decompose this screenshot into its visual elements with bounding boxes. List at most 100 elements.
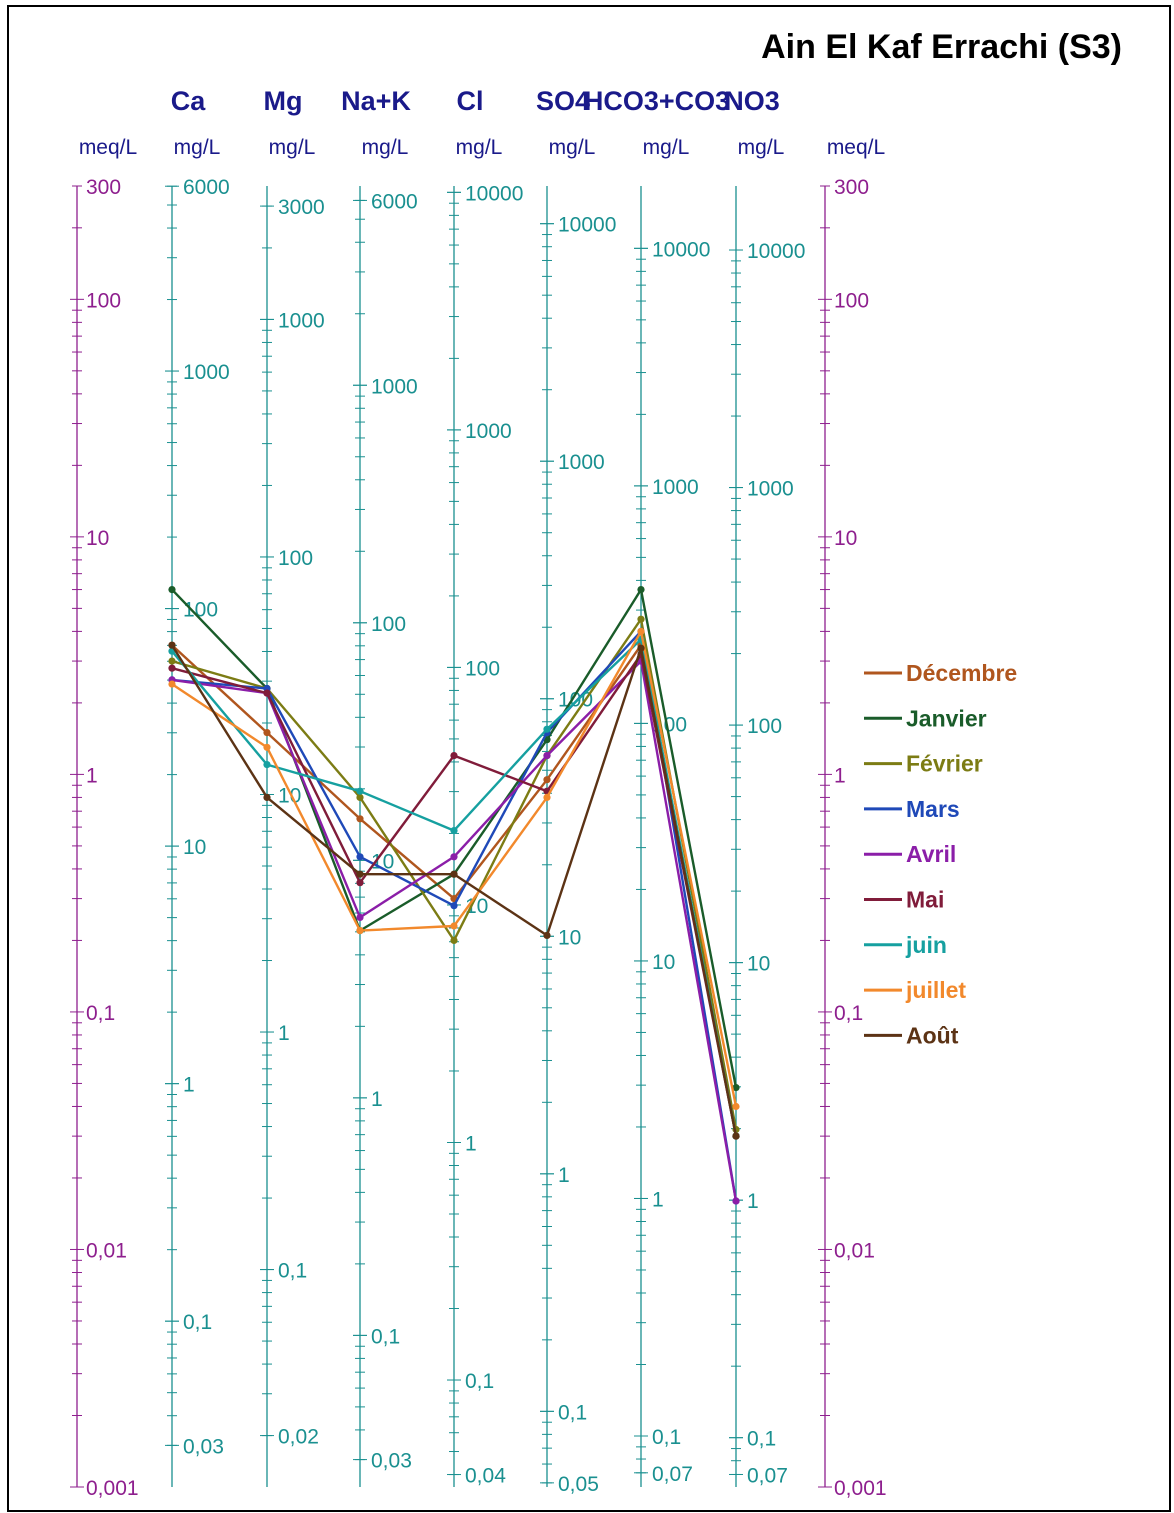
axis-tick-label: 0,1 — [183, 1311, 212, 1334]
axis-tick-label: 0,01 — [834, 1239, 875, 1262]
axis-tick-label: 10000 — [652, 238, 710, 261]
legend-label: Avril — [906, 841, 956, 867]
axis-tick-label: 300 — [86, 176, 121, 199]
ion-name-label: Na+K — [341, 86, 411, 116]
axis-tick-label: 100 — [465, 657, 500, 680]
meq-axis-right: meq/L 300 100 10 1 0,1 0,01 0,001 — [818, 136, 887, 1500]
series-juillet — [168, 627, 740, 1111]
data-point — [263, 729, 271, 737]
legend-label: juin — [905, 932, 947, 958]
axis-tick-label: 1000 — [183, 361, 230, 384]
axes-layer: meq/L 300 100 10 1 0,1 0,01 0,001 meq/L 300 100 10 1… — [70, 86, 887, 1500]
data-point — [543, 793, 551, 802]
axis-tick-label: 1 — [371, 1088, 383, 1111]
data-point — [732, 1084, 740, 1092]
data-point — [356, 913, 364, 922]
ion-axis-no3: NO3 mg/L 10000 1000 100 10 1 0,1 0,07 — [724, 86, 805, 1487]
axis-tick-label: 100 — [834, 289, 869, 312]
data-point — [356, 853, 364, 861]
axis-unit-label: mg/L — [549, 136, 596, 159]
data-point — [450, 752, 458, 760]
axis-unit-label: meq/L — [79, 136, 137, 159]
axis-tick-label: 0,04 — [465, 1465, 506, 1488]
axis-tick-label: 1 — [183, 1074, 195, 1097]
axis-tick-label: 0,1 — [371, 1325, 400, 1348]
axis-tick-label: 0,03 — [371, 1450, 412, 1473]
legend-item: juin — [864, 932, 947, 958]
axis-tick-label: 300 — [834, 176, 869, 199]
data-point — [356, 787, 364, 795]
data-point — [168, 641, 176, 649]
axis-tick-label: 10 — [747, 953, 770, 976]
legend-item: Mai — [864, 887, 944, 913]
axis-tick-label: 1000 — [558, 451, 605, 474]
axis-tick-label: 0,1 — [834, 1002, 863, 1025]
axis-tick-label: 100 — [371, 613, 406, 636]
data-point — [732, 1197, 740, 1205]
axis-tick-label: 10 — [558, 926, 581, 949]
axis-unit-label: meq/L — [827, 136, 885, 159]
legend-label: Mars — [906, 796, 960, 822]
axis-unit-label: mg/L — [456, 136, 503, 159]
data-point — [543, 725, 551, 733]
data-point — [637, 644, 645, 652]
axis-unit-label: mg/L — [738, 136, 785, 159]
data-point — [356, 879, 364, 887]
data-point — [450, 922, 458, 930]
chart-title: Ain El Kaf Errachi (S3) — [761, 28, 1122, 66]
axis-tick-label: 1 — [747, 1190, 759, 1213]
data-point — [637, 615, 645, 623]
data-point — [356, 870, 364, 878]
axis-tick-label: 10 — [278, 784, 301, 807]
data-point — [637, 627, 645, 636]
chart-border — [7, 5, 1171, 1512]
ion-name-label: HCO3+CO3 — [584, 86, 730, 116]
axis-tick-label: 1000 — [747, 478, 794, 501]
legend-item: Février — [864, 751, 983, 777]
ion-name-label: Ca — [171, 86, 206, 116]
axis-tick-label: 0,1 — [465, 1370, 494, 1393]
axis-tick-label: 6000 — [183, 176, 230, 199]
axis-tick-label: 0,001 — [834, 1477, 887, 1500]
axis-tick-label: 0,07 — [652, 1463, 693, 1486]
ion-name-label: SO4 — [536, 86, 590, 116]
axis-tick-label: 100 — [86, 289, 121, 312]
axis-tick-label: 0,001 — [86, 1477, 139, 1500]
data-point — [450, 870, 458, 878]
axis-tick-label: 1 — [652, 1188, 664, 1211]
axis-tick-label: 1 — [278, 1022, 290, 1045]
ion-axis-mg: Mg mg/L 3000 1000 100 10 1 0,1 0,02 — [260, 86, 325, 1487]
axis-tick-label: 0,1 — [278, 1260, 307, 1283]
axis-tick-label: 1000 — [371, 375, 418, 398]
series-layer — [168, 586, 740, 1205]
axis-unit-label: mg/L — [269, 136, 316, 159]
data-point — [263, 761, 271, 769]
meq-axis-left: meq/L 300 100 10 1 0,1 0,01 0,001 — [70, 136, 139, 1500]
data-point — [168, 664, 176, 672]
axis-tick-label: 0,07 — [747, 1464, 788, 1487]
data-point — [450, 936, 458, 945]
axis-tick-label: 10000 — [747, 240, 805, 263]
axis-tick-label: 1000 — [465, 420, 512, 443]
data-point — [168, 657, 176, 665]
axis-tick-label: 0,1 — [558, 1401, 587, 1424]
data-point — [263, 743, 271, 751]
ion-name-label: NO3 — [724, 86, 780, 116]
data-point — [168, 586, 176, 594]
data-point — [356, 927, 364, 935]
axis-tick-label: 1 — [86, 764, 98, 787]
axis-tick-label: 1000 — [652, 476, 699, 499]
axis-tick-label: 1 — [834, 764, 846, 787]
data-point — [450, 827, 458, 835]
axis-tick-label: 0,1 — [747, 1428, 776, 1451]
data-point — [543, 931, 551, 940]
axis-tick-label: 0,01 — [86, 1239, 127, 1262]
axis-tick-label: 100 — [747, 715, 782, 738]
legend-item: Janvier — [864, 705, 987, 731]
axis-tick-label: 100 — [278, 547, 313, 570]
data-point — [637, 586, 645, 594]
ion-axis-ca: Ca mg/L 6000 1000 100 10 1 0,1 0,03 — [165, 86, 230, 1487]
data-point — [450, 902, 458, 910]
